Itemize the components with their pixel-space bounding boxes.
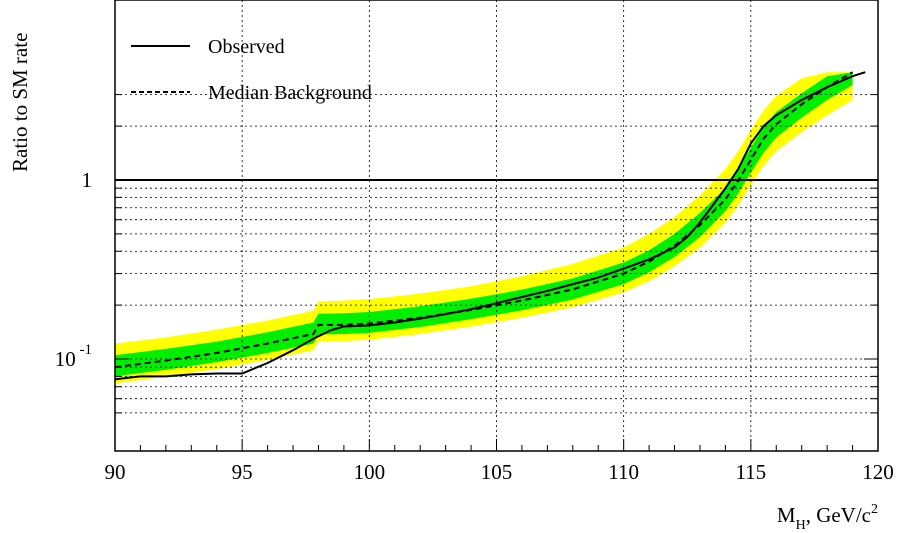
x-axis-title: MH, GeV/c2	[777, 502, 878, 533]
legend: Observed Median Background	[131, 36, 372, 104]
legend-label-median: Median Background	[208, 82, 372, 104]
x-tick-label: 100	[354, 460, 386, 484]
series-line-median	[114, 71, 854, 369]
grid-layer	[115, 0, 878, 451]
x-tick-label: 90	[105, 460, 126, 484]
series-line-observed	[114, 71, 866, 381]
band-1-sigma	[115, 72, 853, 377]
x-tick-label: 110	[608, 460, 639, 484]
band-2-sigma	[115, 72, 853, 384]
legend-label-observed: Observed	[208, 36, 285, 58]
x-tick-label: 120	[862, 460, 894, 484]
x-tick-label: 95	[232, 460, 253, 484]
y-axis-title: Ratio to SM rate	[8, 33, 32, 172]
tick-layer: 90 95 100 105 110 115 120 1 10 -1	[55, 94, 894, 484]
x-tick-label: 105	[481, 460, 513, 484]
y-tick-label: 10 -1	[55, 342, 92, 371]
bands-layer	[115, 72, 853, 384]
series-layer	[114, 71, 866, 381]
y-tick-label: 1	[82, 168, 93, 192]
x-tick-label: 115	[735, 460, 766, 484]
